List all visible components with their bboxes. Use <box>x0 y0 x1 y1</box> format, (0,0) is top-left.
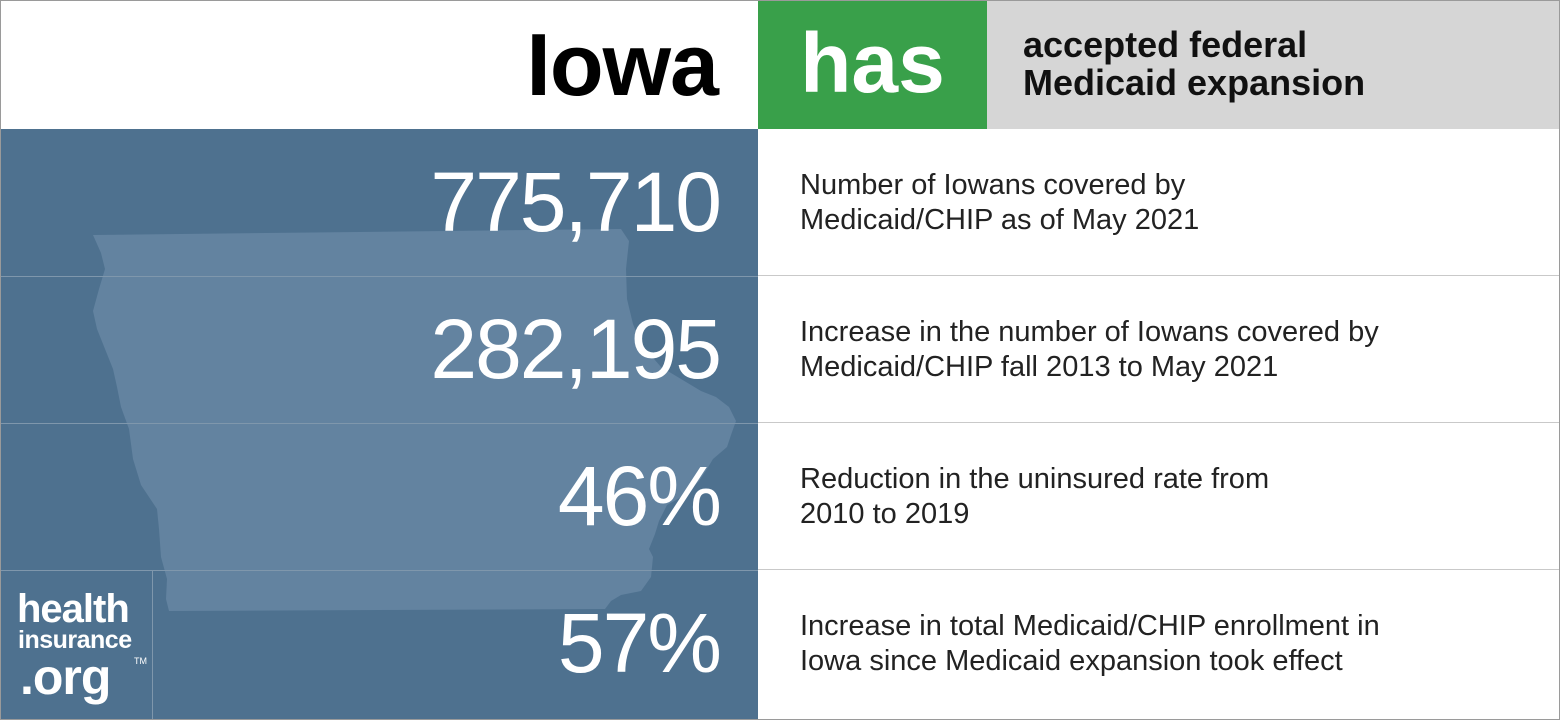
stat-description-row: Increase in total Medicaid/CHIP enrollme… <box>758 570 1559 717</box>
divider <box>758 569 1559 570</box>
divider <box>1 423 758 424</box>
stat-value-uninsured-reduction: 46% <box>557 449 722 543</box>
stat-description-line: Reduction in the uninsured rate from <box>800 462 1270 495</box>
stat-value-enrollment-increase: 282,195 <box>430 302 722 396</box>
stat-description-row: Number of Iowans covered by Medicaid/CHI… <box>758 129 1559 276</box>
expansion-status-badge: has <box>758 1 987 129</box>
stat-description-row: Reduction in the uninsured rate from 201… <box>758 423 1559 570</box>
divider <box>758 422 1559 423</box>
stat-description-line: Medicaid/CHIP fall 2013 to May 2021 <box>800 350 1279 383</box>
stat-description-row: Increase in the number of Iowans covered… <box>758 276 1559 423</box>
stat-description-line: Increase in total Medicaid/CHIP enrollme… <box>800 609 1380 642</box>
iowa-map-icon <box>93 229 736 611</box>
stats-panel: 775,710 282,195 46% 57% health insurance… <box>1 129 758 719</box>
stat-value-enrollment-percent-increase: 57% <box>557 596 722 690</box>
stat-description-line: Iowa since Medicaid expansion took effec… <box>800 644 1343 677</box>
header: Iowa has accepted federal Medicaid expan… <box>1 1 1559 129</box>
stat-description-line: Number of Iowans covered by <box>800 168 1186 201</box>
stat-description: Number of Iowans covered by Medicaid/CHI… <box>800 168 1199 238</box>
stat-value-enrollment: 775,710 <box>430 155 722 249</box>
logo-text-health: health <box>17 587 130 631</box>
stat-description-line: Medicaid/CHIP as of May 2021 <box>800 203 1200 236</box>
divider <box>758 275 1559 276</box>
logo-text-org: .org <box>20 649 111 705</box>
state-name: Iowa <box>1 1 758 129</box>
stat-description-line: Increase in the number of Iowans covered… <box>800 315 1379 348</box>
stat-description: Increase in the number of Iowans covered… <box>800 315 1379 385</box>
status-description-line: Medicaid expansion <box>1023 62 1366 103</box>
divider <box>1 570 758 571</box>
stat-description-line: 2010 to 2019 <box>800 497 970 530</box>
logo-text-insurance: insurance <box>18 626 132 654</box>
healthinsurance-org-logo: health insurance .org TM <box>1 570 153 719</box>
divider <box>1 276 758 277</box>
expansion-status-description: accepted federal Medicaid expansion <box>987 1 1559 129</box>
stat-description: Reduction in the uninsured rate from 201… <box>800 462 1269 532</box>
status-description-line: accepted federal <box>1023 24 1308 65</box>
stat-description: Increase in total Medicaid/CHIP enrollme… <box>800 609 1380 679</box>
logo-trademark: TM <box>134 656 147 666</box>
descriptions-panel: Number of Iowans covered by Medicaid/CHI… <box>758 129 1559 719</box>
